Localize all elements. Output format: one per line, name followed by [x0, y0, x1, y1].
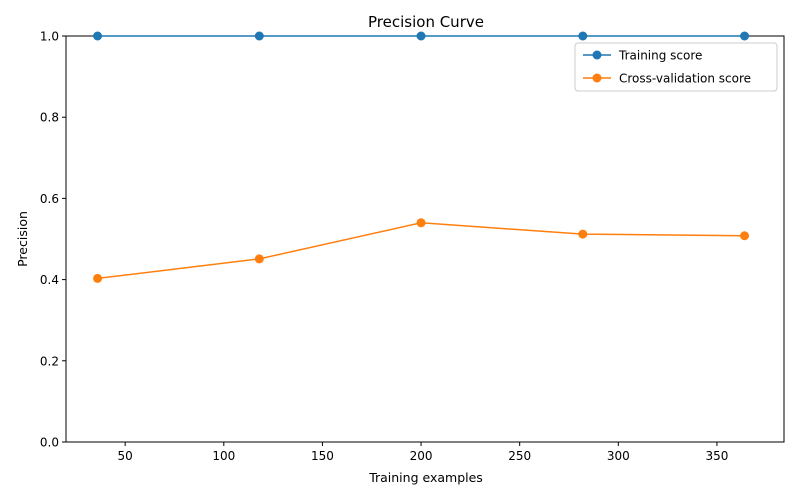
x-axis-label: Training examples	[368, 470, 483, 485]
y-tick-label: 1.0	[40, 30, 59, 44]
x-tick-label: 250	[508, 449, 531, 463]
series-cross-validation-score	[93, 218, 750, 283]
legend-label-training: Training score	[618, 49, 702, 63]
y-tick-label: 0.4	[40, 273, 59, 287]
plot-area	[65, 35, 785, 443]
legend-box	[574, 42, 778, 92]
series-line-cross-validation-score	[97, 222, 745, 280]
x-tick-label: 350	[705, 449, 728, 463]
y-axis: 0.0 0.2 0.4 0.6 0.8 1.0	[40, 30, 66, 450]
legend-marker-cross-validation	[592, 73, 602, 83]
y-tick-label: 0.8	[40, 111, 59, 125]
x-tick-label: 50	[118, 449, 133, 463]
legend: Training score Cross-validation score	[574, 42, 778, 92]
legend-label-cross-validation: Cross-validation score	[619, 72, 751, 86]
data-point-training-score	[740, 31, 750, 41]
data-point-cross-validation-score	[93, 273, 103, 283]
chart-title: Precision Curve	[368, 13, 484, 31]
legend-marker-training	[592, 50, 602, 60]
data-point-cross-validation-score	[416, 218, 426, 228]
y-tick-label: 0.6	[40, 192, 59, 206]
data-point-training-score	[93, 31, 103, 41]
data-point-training-score	[254, 31, 264, 41]
x-axis: 50 100 150 200 250 300 350	[118, 442, 728, 463]
data-point-cross-validation-score	[740, 231, 750, 241]
x-tick-label: 200	[410, 449, 433, 463]
y-tick-label: 0.0	[40, 436, 59, 450]
y-tick-label: 0.2	[40, 354, 59, 368]
data-point-cross-validation-score	[254, 254, 264, 264]
x-tick-label: 300	[607, 449, 630, 463]
series-training-score	[93, 31, 750, 41]
x-tick-label: 150	[311, 449, 334, 463]
data-point-training-score	[578, 31, 588, 41]
data-point-cross-validation-score	[578, 229, 588, 239]
series-layer	[93, 31, 750, 283]
x-tick-label: 100	[212, 449, 235, 463]
plot-frame	[65, 35, 785, 443]
y-axis-label: Precision	[15, 211, 30, 267]
data-point-training-score	[416, 31, 426, 41]
